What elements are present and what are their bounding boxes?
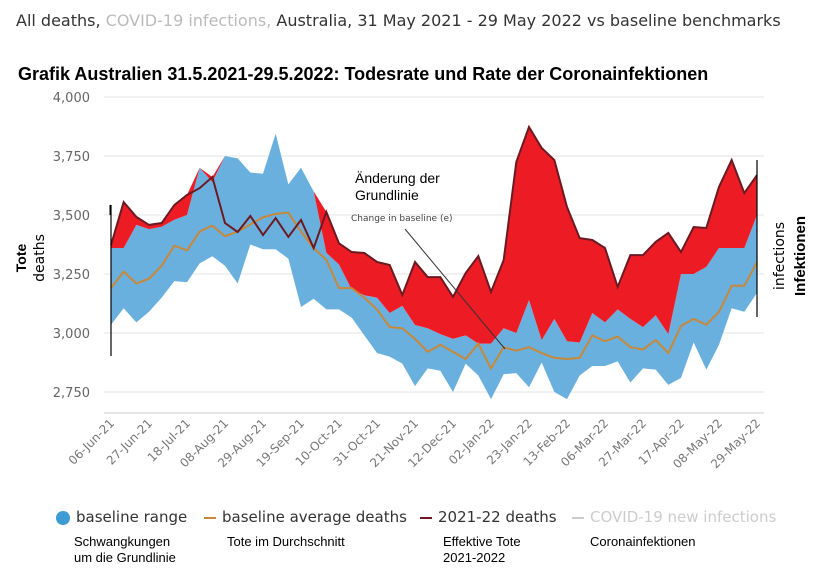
y-tick-label: 4,000	[53, 91, 90, 106]
legend-label: 2021-22 deaths	[438, 508, 557, 526]
header-all-deaths: All deaths,	[16, 11, 101, 30]
y-tick-label: 3,000	[53, 327, 90, 342]
chart-header: All deaths, COVID-19 infections, Austral…	[16, 8, 806, 33]
note-baseline-average: Tote im Durchschnitt	[227, 534, 345, 549]
legend-baseline-range[interactable]: baseline range	[56, 508, 187, 526]
legend-label: baseline average deaths	[222, 508, 407, 526]
note-deaths: Effektive Tote 2021-2022	[443, 534, 521, 565]
header-covid-infections: COVID-19 infections,	[105, 11, 272, 30]
y-tick-label: 3,500	[53, 209, 90, 224]
baseline-range-band	[111, 133, 757, 400]
annotation-en: Change in baseline (e)	[351, 214, 453, 224]
annotation-de-2: Grundlinie	[355, 187, 419, 203]
y-tick-label: 2,750	[53, 386, 90, 401]
note-infections: Coronainfektionen	[590, 534, 696, 549]
y-tick-label: 3,750	[53, 150, 90, 165]
deaths-line	[110, 124, 758, 299]
line-icon	[204, 516, 216, 519]
baseline-average-line	[110, 211, 758, 371]
legend-infections[interactable]: COVID-19 new infections	[572, 508, 776, 526]
excess-deaths-area	[111, 126, 757, 344]
legend-label: COVID-19 new infections	[590, 508, 777, 526]
y-axis-label-de: Tote	[13, 244, 29, 273]
y2-axis-label-de: Infektionen	[792, 216, 809, 296]
legend-label: baseline range	[76, 508, 188, 526]
y-tick-label: 3,250	[53, 268, 90, 283]
y-axis-label-en: deaths	[32, 234, 48, 282]
circle-icon	[56, 510, 70, 525]
legend-deaths[interactable]: 2021-22 deaths	[420, 508, 557, 526]
annotation-pointer	[404, 228, 506, 350]
y2-axis-label-en: infections	[772, 222, 788, 290]
line-icon	[572, 516, 584, 519]
chart-subtitle: Grafik Australien 31.5.2021-29.5.2022: T…	[18, 64, 709, 84]
line-icon	[420, 516, 432, 519]
legend-baseline-average[interactable]: baseline average deaths	[204, 508, 407, 526]
annotation-de-1: Änderung der	[355, 170, 440, 186]
note-baseline-range: Schwangkungen um die Grundlinie	[74, 534, 176, 565]
header-region-dates: Australia, 31 May 2021 - 29 May 2022 vs …	[276, 11, 781, 30]
